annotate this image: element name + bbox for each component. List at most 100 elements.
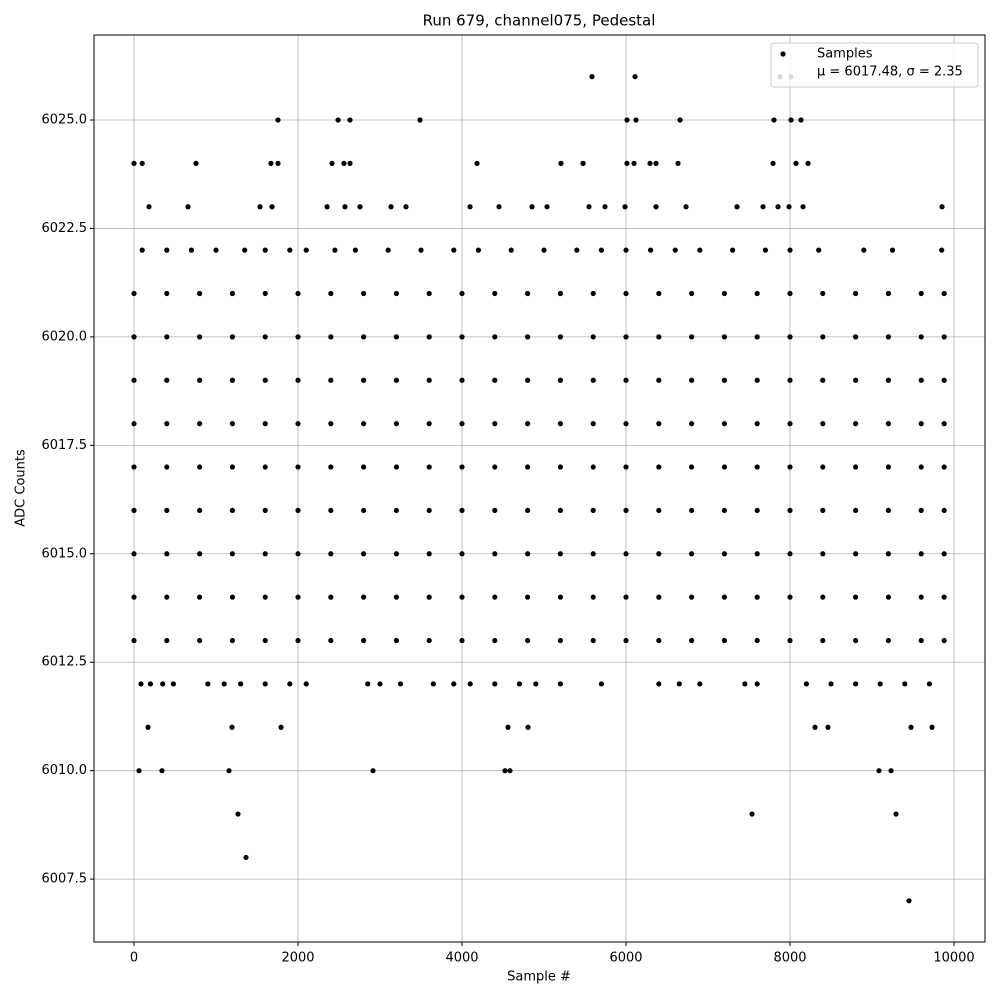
point bbox=[492, 594, 498, 600]
point bbox=[939, 247, 945, 253]
point bbox=[393, 290, 400, 297]
point bbox=[918, 594, 924, 600]
point bbox=[788, 117, 794, 123]
point bbox=[648, 247, 654, 253]
point bbox=[939, 204, 945, 210]
point bbox=[164, 551, 170, 557]
point bbox=[357, 204, 363, 210]
point bbox=[885, 290, 892, 297]
point bbox=[193, 160, 199, 166]
point bbox=[541, 247, 547, 253]
point bbox=[544, 204, 550, 210]
point bbox=[798, 117, 804, 123]
point bbox=[926, 681, 933, 687]
point bbox=[590, 551, 596, 557]
legend-note: μ = 6017.48, σ = 2.35 bbox=[817, 65, 963, 80]
point bbox=[262, 637, 268, 644]
point bbox=[816, 247, 822, 253]
point bbox=[754, 377, 760, 383]
point bbox=[742, 681, 748, 687]
point bbox=[164, 377, 170, 383]
point bbox=[295, 594, 301, 600]
point bbox=[647, 160, 653, 166]
point bbox=[885, 464, 892, 470]
point bbox=[492, 637, 498, 644]
point bbox=[820, 507, 826, 514]
point bbox=[393, 464, 400, 470]
point bbox=[787, 421, 793, 427]
point bbox=[131, 637, 137, 644]
point bbox=[131, 464, 137, 470]
point bbox=[328, 421, 334, 427]
point bbox=[590, 637, 596, 644]
point bbox=[656, 681, 662, 687]
point bbox=[242, 247, 248, 253]
point bbox=[268, 160, 274, 166]
point bbox=[590, 290, 596, 297]
plot-frame bbox=[93, 34, 986, 943]
point bbox=[656, 551, 662, 557]
point bbox=[361, 290, 367, 297]
point bbox=[557, 507, 564, 514]
point bbox=[295, 551, 301, 557]
point bbox=[365, 681, 371, 687]
point bbox=[147, 681, 154, 687]
point bbox=[229, 594, 236, 600]
point bbox=[525, 464, 531, 470]
point bbox=[361, 334, 367, 340]
point bbox=[507, 768, 513, 774]
point bbox=[262, 290, 268, 297]
point bbox=[624, 117, 630, 123]
point bbox=[885, 377, 892, 383]
point bbox=[754, 290, 760, 297]
point bbox=[324, 204, 330, 210]
point bbox=[787, 507, 793, 514]
point bbox=[754, 334, 760, 340]
point bbox=[393, 377, 400, 383]
point bbox=[426, 507, 432, 514]
point bbox=[262, 421, 268, 427]
point bbox=[295, 421, 301, 427]
point bbox=[908, 724, 914, 730]
x-tick-label: 10000 bbox=[933, 951, 974, 966]
y-tick-label: 6017.5 bbox=[42, 438, 88, 453]
point bbox=[754, 637, 760, 644]
point bbox=[689, 377, 695, 383]
point bbox=[820, 334, 826, 340]
point bbox=[529, 204, 535, 210]
point bbox=[754, 421, 760, 427]
point bbox=[721, 334, 728, 340]
point bbox=[188, 247, 195, 253]
point bbox=[689, 507, 695, 514]
point bbox=[347, 160, 353, 166]
point bbox=[676, 681, 682, 687]
y-axis-label: ADC Counts bbox=[14, 449, 29, 527]
point bbox=[492, 290, 498, 297]
point bbox=[787, 247, 793, 253]
point bbox=[451, 681, 457, 687]
point bbox=[197, 290, 203, 297]
point bbox=[918, 290, 924, 297]
point bbox=[131, 377, 137, 383]
point bbox=[721, 464, 728, 470]
point bbox=[131, 421, 137, 427]
point bbox=[426, 334, 432, 340]
point bbox=[525, 290, 531, 297]
point bbox=[623, 637, 629, 644]
point bbox=[492, 464, 498, 470]
point bbox=[295, 290, 301, 297]
point bbox=[197, 594, 203, 600]
point bbox=[557, 681, 564, 687]
point bbox=[885, 334, 892, 340]
y-tick-label: 6010.0 bbox=[42, 763, 88, 778]
point bbox=[820, 551, 826, 557]
point bbox=[525, 724, 531, 730]
point bbox=[269, 204, 275, 210]
point bbox=[303, 681, 309, 687]
point bbox=[754, 464, 760, 470]
point bbox=[164, 637, 170, 644]
point bbox=[812, 724, 818, 730]
point bbox=[793, 160, 799, 166]
